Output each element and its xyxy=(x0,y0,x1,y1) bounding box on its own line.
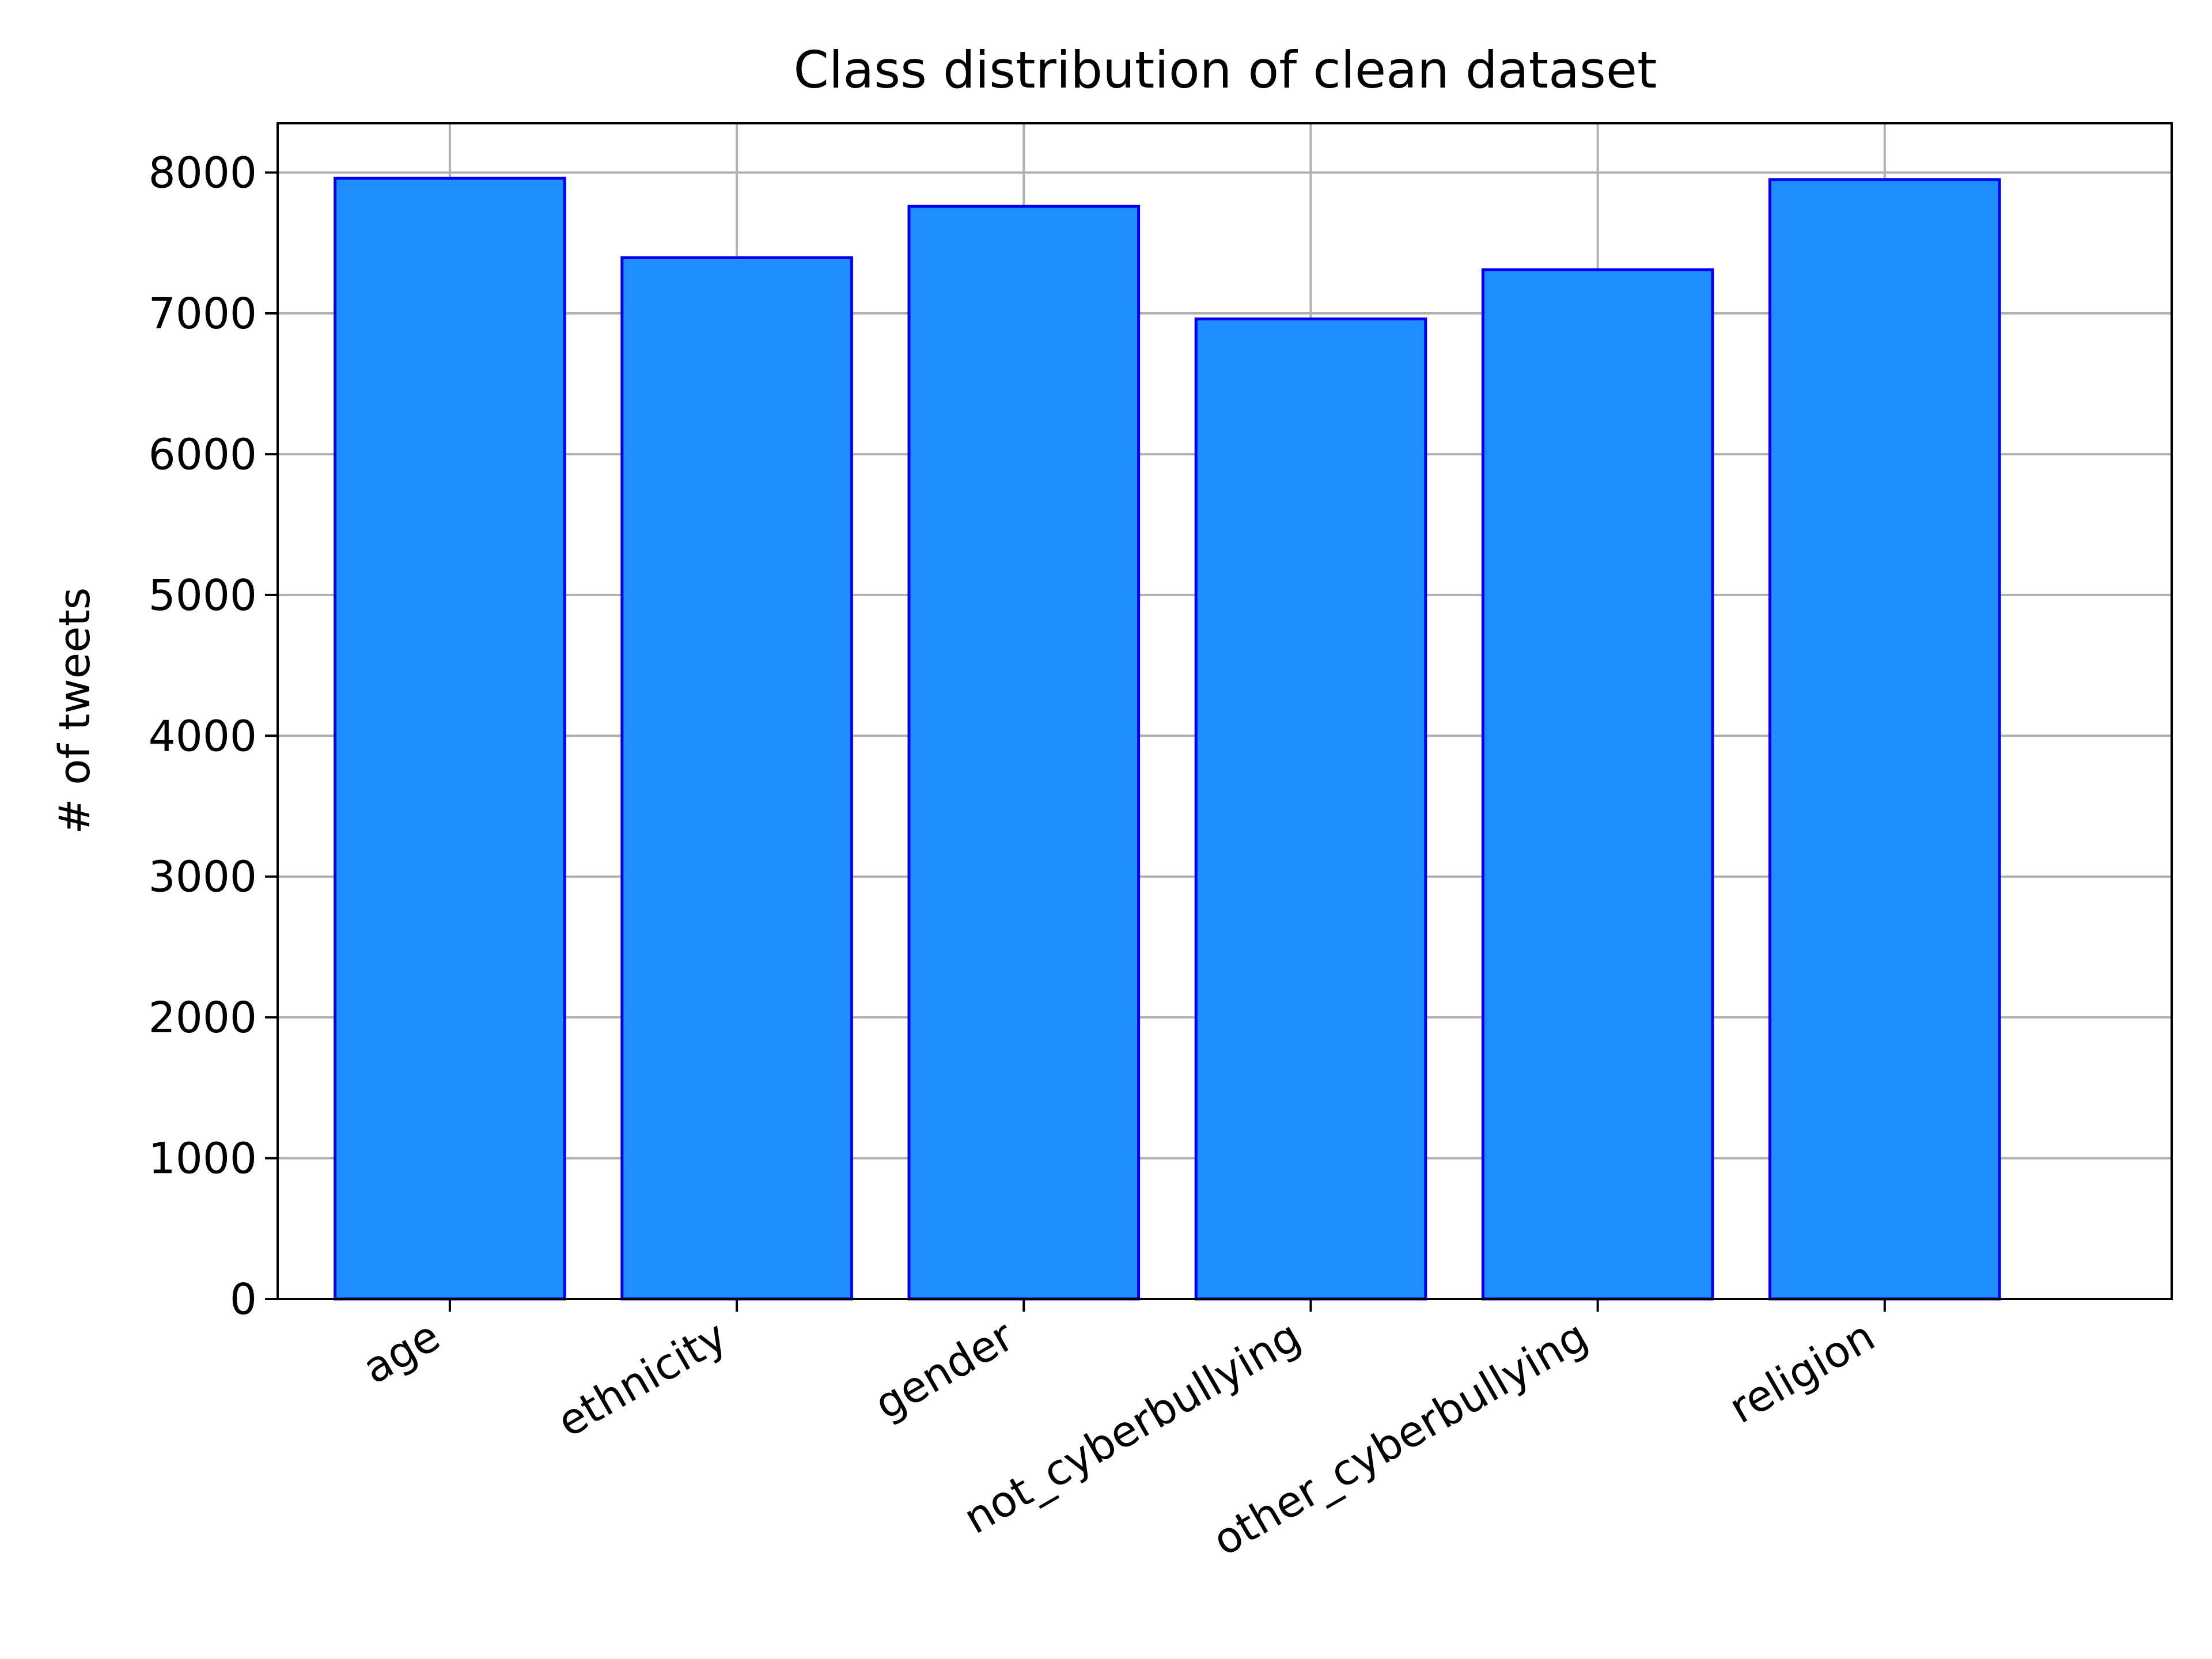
y-tick-label: 2000 xyxy=(149,993,257,1043)
y-tick-label: 8000 xyxy=(149,149,257,198)
y-tick-label: 4000 xyxy=(149,711,257,761)
bar-age xyxy=(334,176,566,1301)
y-tick-label: 3000 xyxy=(149,853,257,902)
y-axis-label: # of tweets xyxy=(50,588,100,835)
bars xyxy=(334,176,2001,1301)
chart-title: Class distribution of clean dataset xyxy=(793,40,1657,100)
y-tick-label: 1000 xyxy=(149,1134,257,1184)
y-tick-label: 6000 xyxy=(149,430,257,479)
y-tick-label: 5000 xyxy=(149,571,257,620)
plot-frame xyxy=(276,122,2173,1300)
bar-other_cyberbullying xyxy=(1481,268,1714,1301)
y-tick-label: 7000 xyxy=(149,289,257,339)
bar-not_cyberbullying xyxy=(1194,317,1427,1301)
y-tick-label: 0 xyxy=(230,1275,257,1324)
bar-religion xyxy=(1768,178,2001,1301)
bar-gender xyxy=(907,204,1141,1301)
bar-ethnicity xyxy=(620,256,853,1301)
